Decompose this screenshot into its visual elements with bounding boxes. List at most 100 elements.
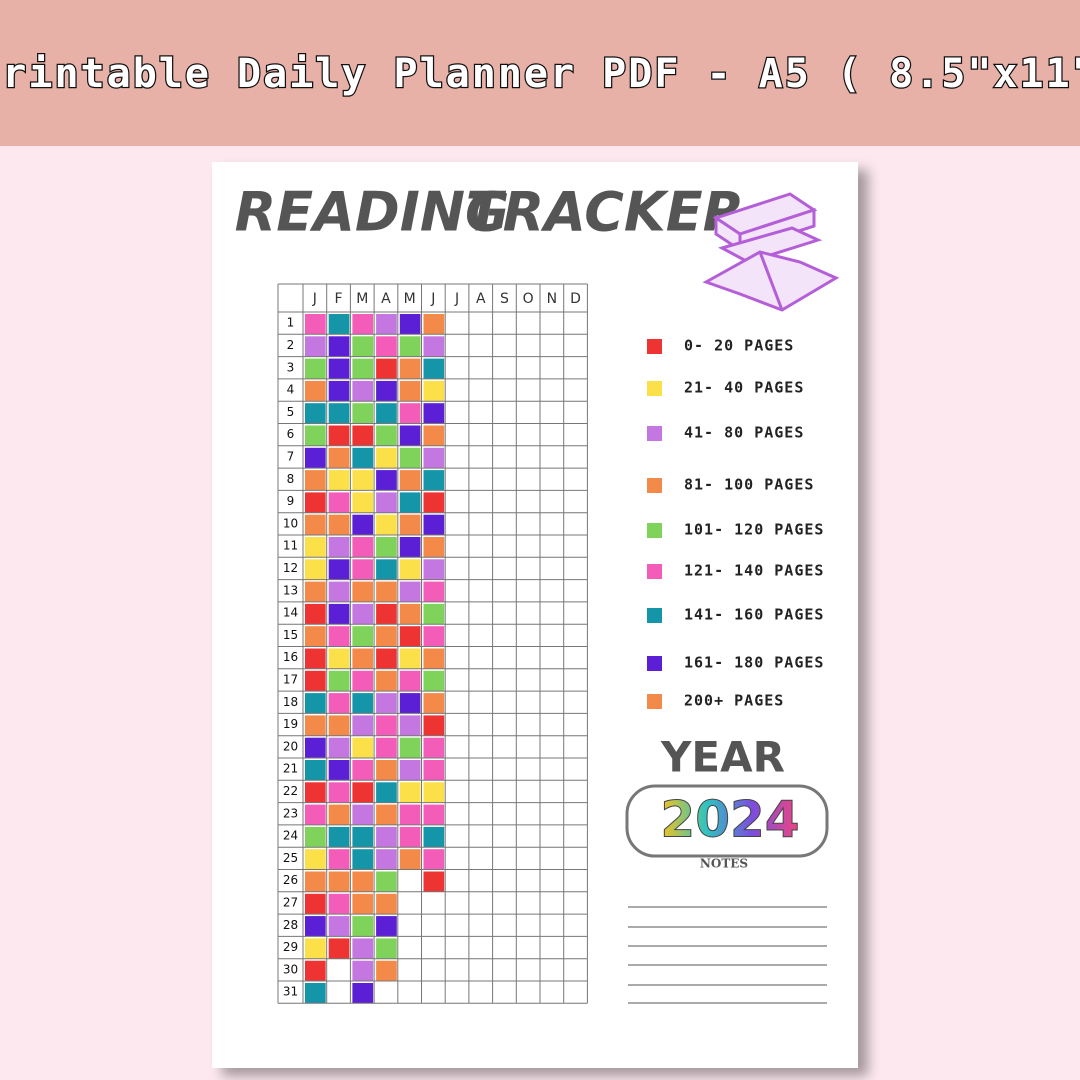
tracker-cell	[305, 425, 326, 446]
tracker-cell	[423, 693, 445, 714]
tracker-cell	[305, 492, 326, 513]
tracker-cell	[328, 358, 350, 379]
legend-swatch	[647, 426, 662, 441]
tracker-cell	[352, 537, 374, 558]
tracker-cell	[305, 938, 326, 959]
tracker-cell	[328, 626, 350, 647]
tracker-cell	[376, 670, 397, 692]
day-label: 13	[283, 583, 298, 597]
tracker-cell	[399, 447, 421, 469]
tracker-cell	[328, 380, 350, 402]
tracker-cell	[376, 849, 397, 870]
tracker-cell	[399, 336, 421, 357]
tracker-cell	[376, 916, 397, 937]
day-label: 11	[283, 539, 298, 553]
day-label: 7	[287, 449, 295, 463]
tracker-cell	[328, 492, 350, 513]
tracker-cell	[423, 849, 445, 870]
tracker-cell	[352, 447, 374, 469]
tracker-cell	[399, 715, 421, 736]
tracker-cell	[328, 804, 350, 825]
day-label: 20	[283, 739, 298, 753]
tracker-cell	[376, 737, 397, 758]
day-label: 26	[283, 873, 298, 887]
legend-label: 161- 180 PAGES	[684, 654, 824, 672]
year-label: YEAR	[660, 733, 785, 782]
tracker-cell	[305, 849, 326, 870]
tracker-cell	[305, 648, 326, 669]
tracker-cell	[423, 782, 445, 803]
tracker-cell	[305, 581, 326, 602]
tracker-cell	[352, 983, 374, 1004]
tracker-cell	[376, 893, 397, 915]
tracker-cell	[423, 336, 445, 357]
tracker-cell	[423, 314, 445, 335]
tracker-cell	[305, 804, 326, 825]
tracker-cell	[352, 826, 374, 848]
tracker-cell	[305, 916, 326, 937]
legend-label: 81- 100 PAGES	[684, 476, 814, 494]
tracker-cell	[352, 737, 374, 758]
tracker-cell	[328, 760, 350, 781]
tracker-cell	[423, 648, 445, 669]
tracker-cell	[328, 670, 350, 692]
day-label: 29	[283, 940, 298, 954]
tracker-cell	[305, 314, 326, 335]
tracker-cell	[328, 849, 350, 870]
header-title: Printable Daily Planner PDF - A5 ( 8.5"x…	[0, 51, 1080, 97]
legend-swatch	[647, 381, 662, 396]
month-label: A	[381, 291, 391, 307]
day-label: 23	[283, 806, 298, 820]
tracker-cell	[352, 960, 374, 981]
day-label: 15	[283, 628, 298, 642]
tracker-cell	[399, 670, 421, 692]
tracker-cell	[328, 603, 350, 625]
tracker-cell	[305, 514, 326, 535]
month-label: J	[312, 291, 317, 307]
tracker-cell	[376, 380, 397, 402]
tracker-cell	[423, 737, 445, 758]
day-label: 6	[287, 427, 295, 441]
tracker-cell	[328, 581, 350, 602]
tracker-cell	[376, 336, 397, 357]
tracker-cell	[399, 782, 421, 803]
day-label: 14	[283, 606, 298, 620]
day-label: 2	[287, 338, 295, 352]
tracker-cell	[352, 358, 374, 379]
tracker-cell	[328, 447, 350, 469]
tracker-cell	[399, 849, 421, 870]
tracker-cell	[423, 715, 445, 736]
tracker-cell	[352, 782, 374, 803]
tracker-grid: J F M A M J J A S O N D1234567891011121314151617181…	[277, 283, 588, 1004]
tracker-cell	[352, 514, 374, 535]
day-label: 25	[283, 851, 298, 865]
day-label: 22	[283, 784, 298, 798]
tracker-cell	[376, 938, 397, 959]
note-lines	[628, 906, 827, 1004]
month-label: N	[547, 291, 557, 307]
day-label: 17	[283, 672, 298, 686]
tracker-cell	[423, 537, 445, 558]
tracker-cell	[376, 514, 397, 535]
header-band	[0, 0, 1080, 146]
tracker-cell	[423, 559, 445, 580]
tracker-cell	[305, 693, 326, 714]
tracker-cell	[328, 693, 350, 714]
day-label: 19	[283, 717, 298, 731]
day-label: 10	[283, 516, 298, 530]
tracker-cell	[376, 715, 397, 736]
legend-swatch	[647, 564, 662, 579]
tracker-cell	[423, 760, 445, 781]
tracker-cell	[352, 648, 374, 669]
tracker-cell	[399, 514, 421, 535]
tracker-cell	[376, 804, 397, 825]
tracker-cell	[352, 916, 374, 937]
tracker-cell	[399, 603, 421, 625]
tracker-cell	[328, 425, 350, 446]
tracker-cell	[376, 871, 397, 892]
tracker-cell	[352, 693, 374, 714]
tracker-cell	[352, 336, 374, 357]
month-label: F	[335, 291, 343, 307]
tracker-cell	[305, 760, 326, 781]
tracker-cell	[352, 938, 374, 959]
